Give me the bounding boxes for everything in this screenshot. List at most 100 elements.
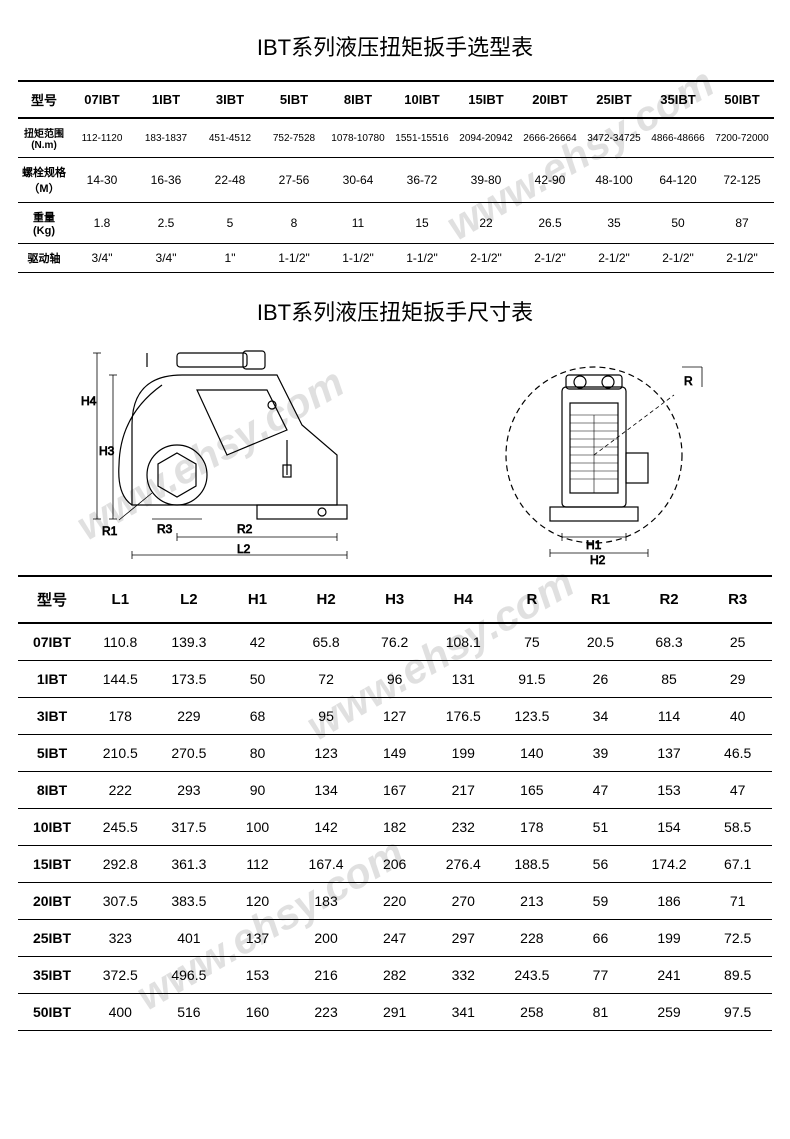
dimension-cell: 292.8: [86, 846, 155, 883]
selection-row-label: 螺栓规格 （M）: [18, 158, 70, 203]
dimension-cell: 496.5: [155, 957, 224, 994]
dimension-cell: 39: [566, 735, 635, 772]
selection-header-row: 型号 07IBT 1IBT 3IBT 5IBT 8IBT 10IBT 15IBT…: [18, 81, 774, 118]
table-row: 5IBT210.5270.5801231491991403913746.5: [18, 735, 772, 772]
dimension-cell: 91.5: [498, 661, 567, 698]
selection-cell: 1": [198, 244, 262, 273]
table-row: 扭矩范围 (N.m)112-1120183-1837451-4512752-75…: [18, 118, 774, 158]
model-header: 15IBT: [454, 81, 518, 118]
dimension-model-cell: 3IBT: [18, 698, 86, 735]
selection-cell: 8: [262, 203, 326, 244]
dimension-cell: 46.5: [703, 735, 772, 772]
dimension-cell: 341: [429, 994, 498, 1031]
dimension-cell: 361.3: [155, 846, 224, 883]
dimension-cell: 317.5: [155, 809, 224, 846]
selection-cell: 1-1/2": [326, 244, 390, 273]
dimension-cell: 144.5: [86, 661, 155, 698]
dimension-cell: 47: [566, 772, 635, 809]
svg-text:H4: H4: [81, 394, 97, 408]
svg-text:H3: H3: [99, 444, 115, 458]
dimension-cell: 96: [360, 661, 429, 698]
svg-text:L2: L2: [237, 542, 251, 556]
dimension-model-cell: 5IBT: [18, 735, 86, 772]
dim-col-header: L2: [155, 576, 224, 623]
dimension-cell: 47: [703, 772, 772, 809]
selection-cell: 5: [198, 203, 262, 244]
dimension-cell: 200: [292, 920, 361, 957]
model-header: 10IBT: [390, 81, 454, 118]
dim-col-header: H1: [223, 576, 292, 623]
selection-cell: 112-1120: [70, 118, 134, 158]
selection-cell: 22-48: [198, 158, 262, 203]
front-view-diagram: R H1 H2: [454, 345, 734, 565]
dimension-cell: 174.2: [635, 846, 704, 883]
dimension-cell: 258: [498, 994, 567, 1031]
svg-text:H1: H1: [586, 538, 602, 552]
table-row: 重量 (Kg)1.82.55811152226.5355087: [18, 203, 774, 244]
dimension-cell: 165: [498, 772, 567, 809]
dim-col-header: L1: [86, 576, 155, 623]
table-row: 50IBT4005161602232913412588125997.5: [18, 994, 772, 1031]
dimension-cell: 401: [155, 920, 224, 957]
model-header: 25IBT: [582, 81, 646, 118]
selection-cell: 11: [326, 203, 390, 244]
dimension-cell: 71: [703, 883, 772, 920]
selection-cell: 2-1/2": [454, 244, 518, 273]
selection-cell: 22: [454, 203, 518, 244]
dimension-cell: 149: [360, 735, 429, 772]
dimension-cell: 153: [635, 772, 704, 809]
dimension-cell: 34: [566, 698, 635, 735]
dimension-cell: 183: [292, 883, 361, 920]
dimension-cell: 56: [566, 846, 635, 883]
side-view-diagram: H4 H3 R1 R3 R2: [57, 345, 377, 565]
dimension-cell: 85: [635, 661, 704, 698]
selection-cell: 2-1/2": [582, 244, 646, 273]
selection-cell: 1078-10780: [326, 118, 390, 158]
dimension-cell: 137: [223, 920, 292, 957]
dimension-cell: 108.1: [429, 623, 498, 661]
selection-cell: 3/4": [134, 244, 198, 273]
dimension-cell: 173.5: [155, 661, 224, 698]
dimension-cell: 516: [155, 994, 224, 1031]
dimension-cell: 142: [292, 809, 361, 846]
selection-cell: 87: [710, 203, 774, 244]
dimension-cell: 42: [223, 623, 292, 661]
dimension-model-cell: 07IBT: [18, 623, 86, 661]
dimension-cell: 270.5: [155, 735, 224, 772]
dimension-cell: 216: [292, 957, 361, 994]
dimension-model-cell: 15IBT: [18, 846, 86, 883]
table-row: 1IBT144.5173.550729613191.5268529: [18, 661, 772, 698]
dimension-cell: 297: [429, 920, 498, 957]
dimension-cell: 186: [635, 883, 704, 920]
selection-cell: 2094-20942: [454, 118, 518, 158]
table-row: 10IBT245.5317.51001421822321785115458.5: [18, 809, 772, 846]
dim-col-header: R: [498, 576, 567, 623]
dimension-cell: 372.5: [86, 957, 155, 994]
selection-cell: 2666-26664: [518, 118, 582, 158]
dimension-cell: 241: [635, 957, 704, 994]
dimension-cell: 217: [429, 772, 498, 809]
dimension-cell: 176.5: [429, 698, 498, 735]
dimension-cell: 127: [360, 698, 429, 735]
dimension-cell: 72.5: [703, 920, 772, 957]
dimension-cell: 72: [292, 661, 361, 698]
dimension-cell: 89.5: [703, 957, 772, 994]
dimension-cell: 120: [223, 883, 292, 920]
selection-cell: 451-4512: [198, 118, 262, 158]
selection-cell: 14-30: [70, 158, 134, 203]
selection-cell: 2.5: [134, 203, 198, 244]
dimension-cell: 229: [155, 698, 224, 735]
dim-col-header: R3: [703, 576, 772, 623]
dim-col-header: H4: [429, 576, 498, 623]
dimension-cell: 110.8: [86, 623, 155, 661]
selection-cell: 48-100: [582, 158, 646, 203]
selection-row-label: 扭矩范围 (N.m): [18, 118, 70, 158]
dimension-cell: 26: [566, 661, 635, 698]
selection-cell: 72-125: [710, 158, 774, 203]
selection-cell: 26.5: [518, 203, 582, 244]
dimension-cell: 259: [635, 994, 704, 1031]
dimension-cell: 90: [223, 772, 292, 809]
dimension-cell: 291: [360, 994, 429, 1031]
model-header: 20IBT: [518, 81, 582, 118]
selection-cell: 64-120: [646, 158, 710, 203]
